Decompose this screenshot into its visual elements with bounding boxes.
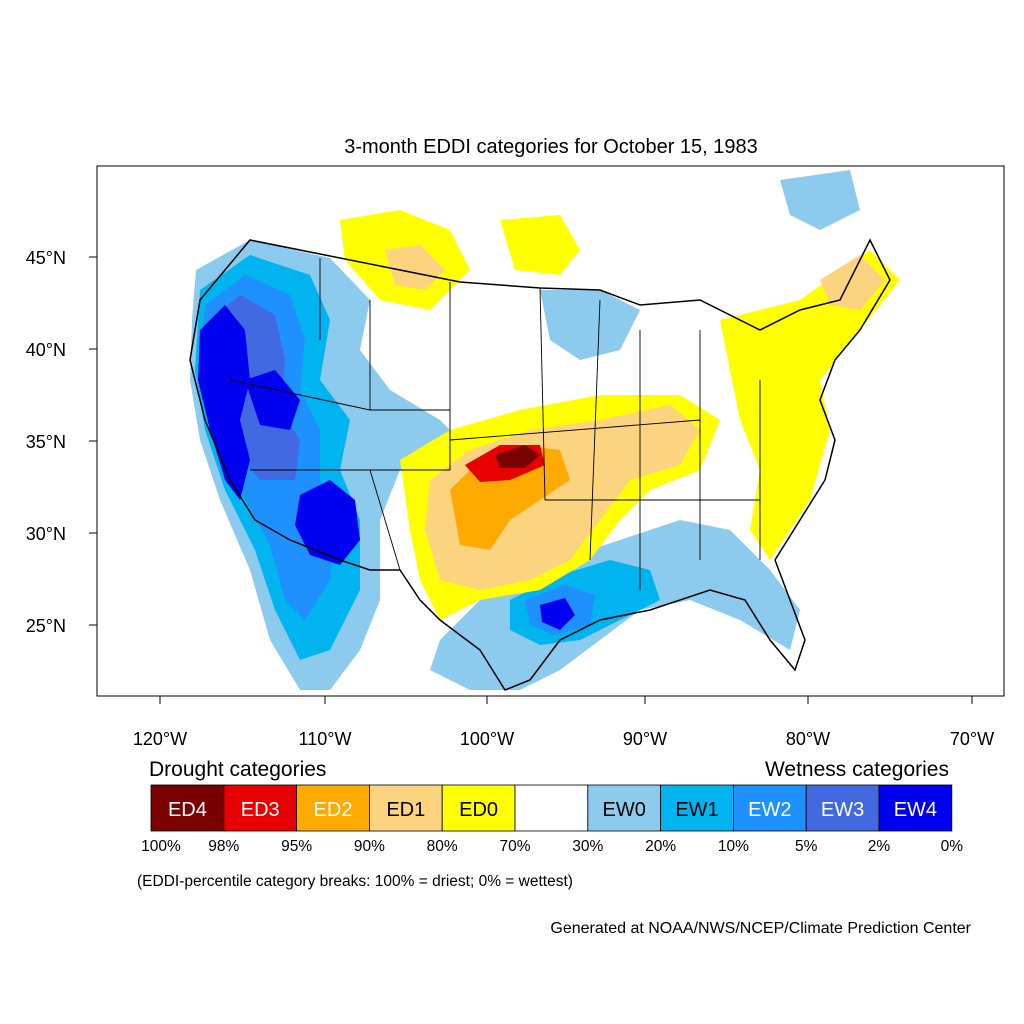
legend-break-label: 80% — [427, 838, 458, 855]
lat-label: 40°N — [26, 340, 66, 360]
legend-box-label: ED4 — [168, 799, 207, 821]
legend-break-label: 30% — [572, 838, 603, 855]
credit-line: Generated at NOAA/NWS/NCEP/Climate Predi… — [550, 920, 971, 937]
legend-box-label: EW3 — [821, 799, 864, 821]
wetness-categories-title: Wetness categories — [765, 758, 949, 781]
legend-break-label: 5% — [795, 838, 818, 855]
dry-region-northeast-ed1 — [820, 255, 885, 310]
drought-categories-title: Drought categories — [149, 758, 326, 781]
legend-box-label: ED0 — [459, 799, 498, 821]
legend-box-label: EW4 — [894, 799, 937, 821]
dry-region-kansas-ed4 — [495, 445, 540, 468]
legend-box — [878, 784, 953, 832]
legend-break-label: 90% — [354, 838, 385, 855]
legend-box-label: EW2 — [748, 799, 791, 821]
map-panel — [96, 165, 1005, 697]
lat-label: 45°N — [26, 248, 66, 268]
state-borders — [229, 258, 761, 590]
legend-break-label: 0% — [941, 838, 964, 855]
legend-box — [296, 784, 370, 832]
legend-box — [368, 784, 443, 832]
legend-break-label: 95% — [281, 838, 312, 855]
wet-region-upper-midwest-ew0 — [540, 290, 640, 360]
wet-region-gulf-ew4 — [540, 598, 575, 630]
legend-box — [150, 784, 225, 832]
legend-break-label: 70% — [499, 838, 530, 855]
dry-region-montana-ed1 — [385, 245, 445, 290]
legend-box — [660, 784, 734, 832]
legend-break-label: 2% — [868, 838, 891, 855]
map-title: 3-month EDDI categories for October 15, … — [344, 136, 758, 158]
latitude-axis: 45°N 40°N 35°N 30°N 25°N — [26, 248, 97, 636]
legend-box — [733, 784, 807, 832]
wet-region-arizona-ew4 — [295, 480, 360, 565]
legend-box — [587, 784, 661, 832]
map-frame — [96, 165, 1005, 697]
legend-break-label: 20% — [645, 838, 676, 855]
legend-color-bar: ED4 ED3 ED2 ED1 ED0 EW0 EW1 EW2 EW3 EW4 — [150, 784, 953, 832]
legend-break-label: 10% — [718, 838, 749, 855]
wet-region-northeast-ew0 — [780, 170, 860, 230]
legend-break-label: 100% — [141, 838, 181, 855]
legend-box-label: ED2 — [314, 799, 353, 821]
legend-box — [223, 784, 298, 832]
legend-box-label: ED1 — [386, 799, 425, 821]
lat-label: 25°N — [26, 616, 66, 636]
lon-label: 70°W — [950, 729, 994, 749]
longitude-axis: 120°W 110°W 100°W 90°W 80°W 70°W — [133, 696, 994, 749]
legend-break-labels: 100% 98% 95% 90% 80% 70% 30% 20% 10% 5% 2% 0% — [141, 838, 963, 855]
dry-region-great-lakes-ed0 — [500, 215, 580, 275]
legend-box-label: ED3 — [241, 799, 280, 821]
legend-box — [514, 784, 589, 832]
lat-label: 35°N — [26, 432, 66, 452]
lon-label: 110°W — [299, 729, 352, 749]
lon-label: 100°W — [460, 729, 514, 749]
us-border-outline — [189, 238, 891, 691]
legend: Drought categories Wetness categories ED… — [137, 758, 963, 890]
lat-label: 30°N — [26, 524, 66, 544]
legend-break-label: 98% — [208, 838, 239, 855]
lon-label: 120°W — [133, 729, 187, 749]
legend-box — [805, 784, 880, 832]
legend-box-label: EW0 — [603, 799, 646, 821]
legend-box-label: EW1 — [675, 799, 718, 821]
lon-label: 90°W — [623, 729, 667, 749]
lon-label: 80°W — [786, 729, 830, 749]
wet-region-west-ew4 — [198, 305, 250, 500]
legend-box — [441, 784, 516, 832]
political-boundaries — [189, 238, 891, 691]
legend-note: (EDDI-percentile category breaks: 100% =… — [137, 873, 573, 890]
wet-region-nevada-ew4 — [245, 370, 300, 430]
